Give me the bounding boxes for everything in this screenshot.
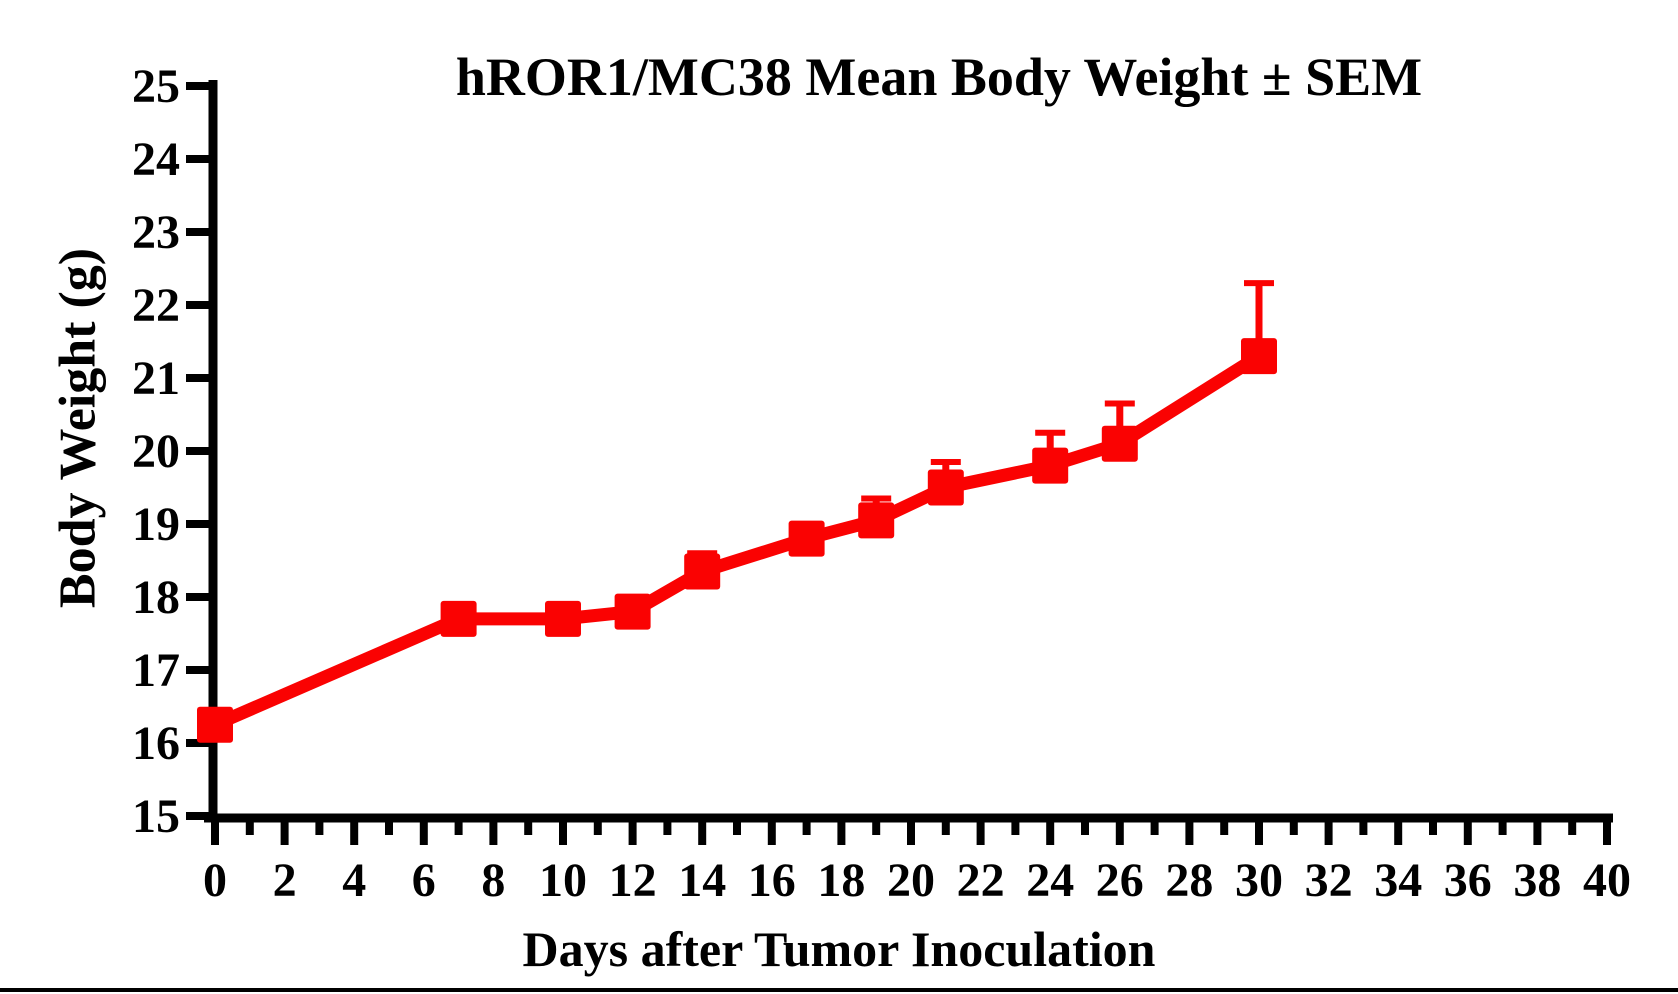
y-tick-label: 17 [132,644,180,697]
data-point-marker [1101,425,1138,462]
x-tick-label: 6 [412,854,436,907]
x-tick-label: 4 [342,854,366,907]
data-point-marker [788,520,825,557]
x-tick-label: 40 [1583,854,1631,907]
data-point-marker [858,502,895,539]
y-tick-label: 19 [132,498,180,551]
x-tick-label: 0 [203,854,227,907]
x-tick-label: 30 [1235,854,1283,907]
y-tick-label: 15 [132,790,180,843]
x-tick-label: 16 [748,854,796,907]
y-tick-label: 20 [132,425,180,478]
data-point-marker [927,469,964,506]
data-point-marker [1241,338,1277,375]
data-point-marker [545,600,581,637]
x-tick-label: 8 [481,854,505,907]
y-tick-label: 23 [132,206,180,259]
chart-title: hROR1/MC38 Mean Body Weight ± SEM [455,47,1423,107]
y-tick-label: 24 [132,133,180,186]
x-tick-label: 34 [1374,854,1422,907]
y-tick-label: 16 [132,717,180,770]
data-point-marker [684,553,721,590]
x-tick-label: 20 [887,854,935,907]
bottom-rule [0,988,1678,992]
y-axis-ticks [186,82,210,820]
series [197,280,1277,743]
x-tick-label: 14 [678,854,726,907]
x-tick-label: 26 [1096,854,1144,907]
series-line [212,350,1263,731]
y-axis-tick-labels: 15 16 17 18 19 20 21 22 23 24 25 [132,60,180,843]
x-tick-label: 12 [609,854,657,907]
x-tick-label: 2 [273,854,297,907]
x-axis-tick-labels: 0 2 4 6 8 10 12 14 16 18 20 22 24 26 28 30 32 34 36 38 40 [203,854,1631,907]
x-tick-label: 36 [1444,854,1492,907]
x-tick-label: 38 [1513,854,1561,907]
x-tick-label: 10 [539,854,587,907]
x-tick-label: 22 [957,854,1005,907]
y-tick-label: 22 [132,279,180,332]
x-tick-label: 18 [817,854,865,907]
y-tick-label: 25 [132,60,180,113]
axis-spines [204,80,1613,823]
x-tick-label: 32 [1305,854,1353,907]
data-point-marker [440,600,477,637]
data-point-marker [1032,447,1069,484]
y-tick-label: 18 [132,571,180,624]
y-tick-label: 21 [132,352,180,405]
data-point-marker [614,593,651,630]
x-axis-title: Days after Tumor Inoculation [522,921,1156,977]
x-tick-label: 24 [1026,854,1074,907]
data-point-marker [197,706,233,743]
x-tick-label: 28 [1165,854,1213,907]
